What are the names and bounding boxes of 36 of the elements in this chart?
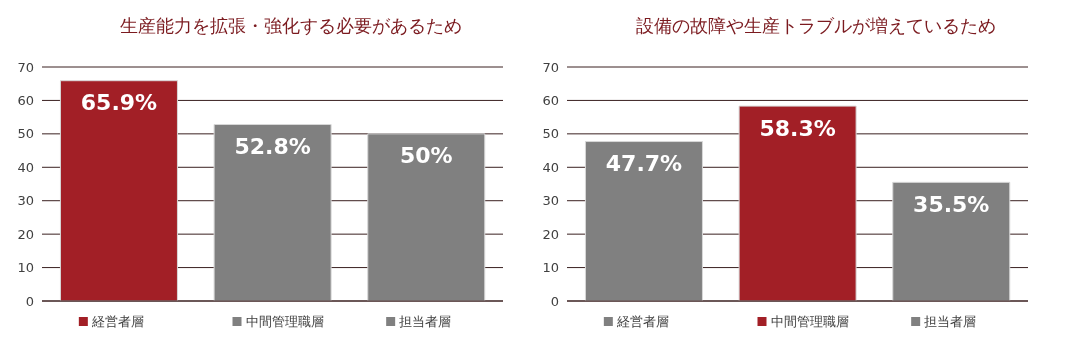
y-tick-label: 20 [17,226,34,242]
data-label: 35.5% [913,191,990,217]
x-tick-label: 中間管理職層 [245,314,324,329]
chart-title: 設備の故障や生産トラブルが増えているため [634,14,997,38]
y-tick-label: 20 [542,226,559,242]
chart-title: 生産能力を拡張・強化する必要があるため [118,14,463,38]
bar [584,141,703,301]
y-tick-label: 60 [17,93,34,109]
y-tick-label: 30 [542,193,559,209]
y-tick-label: 10 [17,260,34,276]
y-tick-label: 50 [17,126,34,142]
y-tick-label: 40 [17,159,34,175]
data-label: 65.9% [80,90,158,116]
x-tick-label: 経営者層 [90,314,144,329]
x-tick-label: 経営者層 [615,314,669,329]
y-tick-label: 60 [542,93,559,109]
y-tick-label: 50 [542,126,559,142]
bar [367,133,486,301]
bar [59,80,178,301]
data-label: 52.8% [234,134,311,160]
data-label: 50% [399,143,453,169]
y-tick-label: 30 [17,193,34,209]
x-tick-label: 担当者層 [924,314,977,329]
y-tick-label: 70 [542,59,559,75]
y-tick-label: 0 [25,293,34,309]
bar [892,181,1011,301]
y-tick-label: 10 [542,260,559,276]
bar [213,124,332,301]
y-tick-label: 0 [550,293,559,309]
data-label: 58.3% [759,115,836,141]
bar [738,105,857,301]
y-tick-label: 40 [542,159,559,175]
x-tick-label: 担当者層 [399,314,452,329]
x-tick-label: 中間管理職層 [770,314,849,329]
data-label: 47.7% [605,151,683,177]
y-tick-label: 70 [17,59,34,75]
